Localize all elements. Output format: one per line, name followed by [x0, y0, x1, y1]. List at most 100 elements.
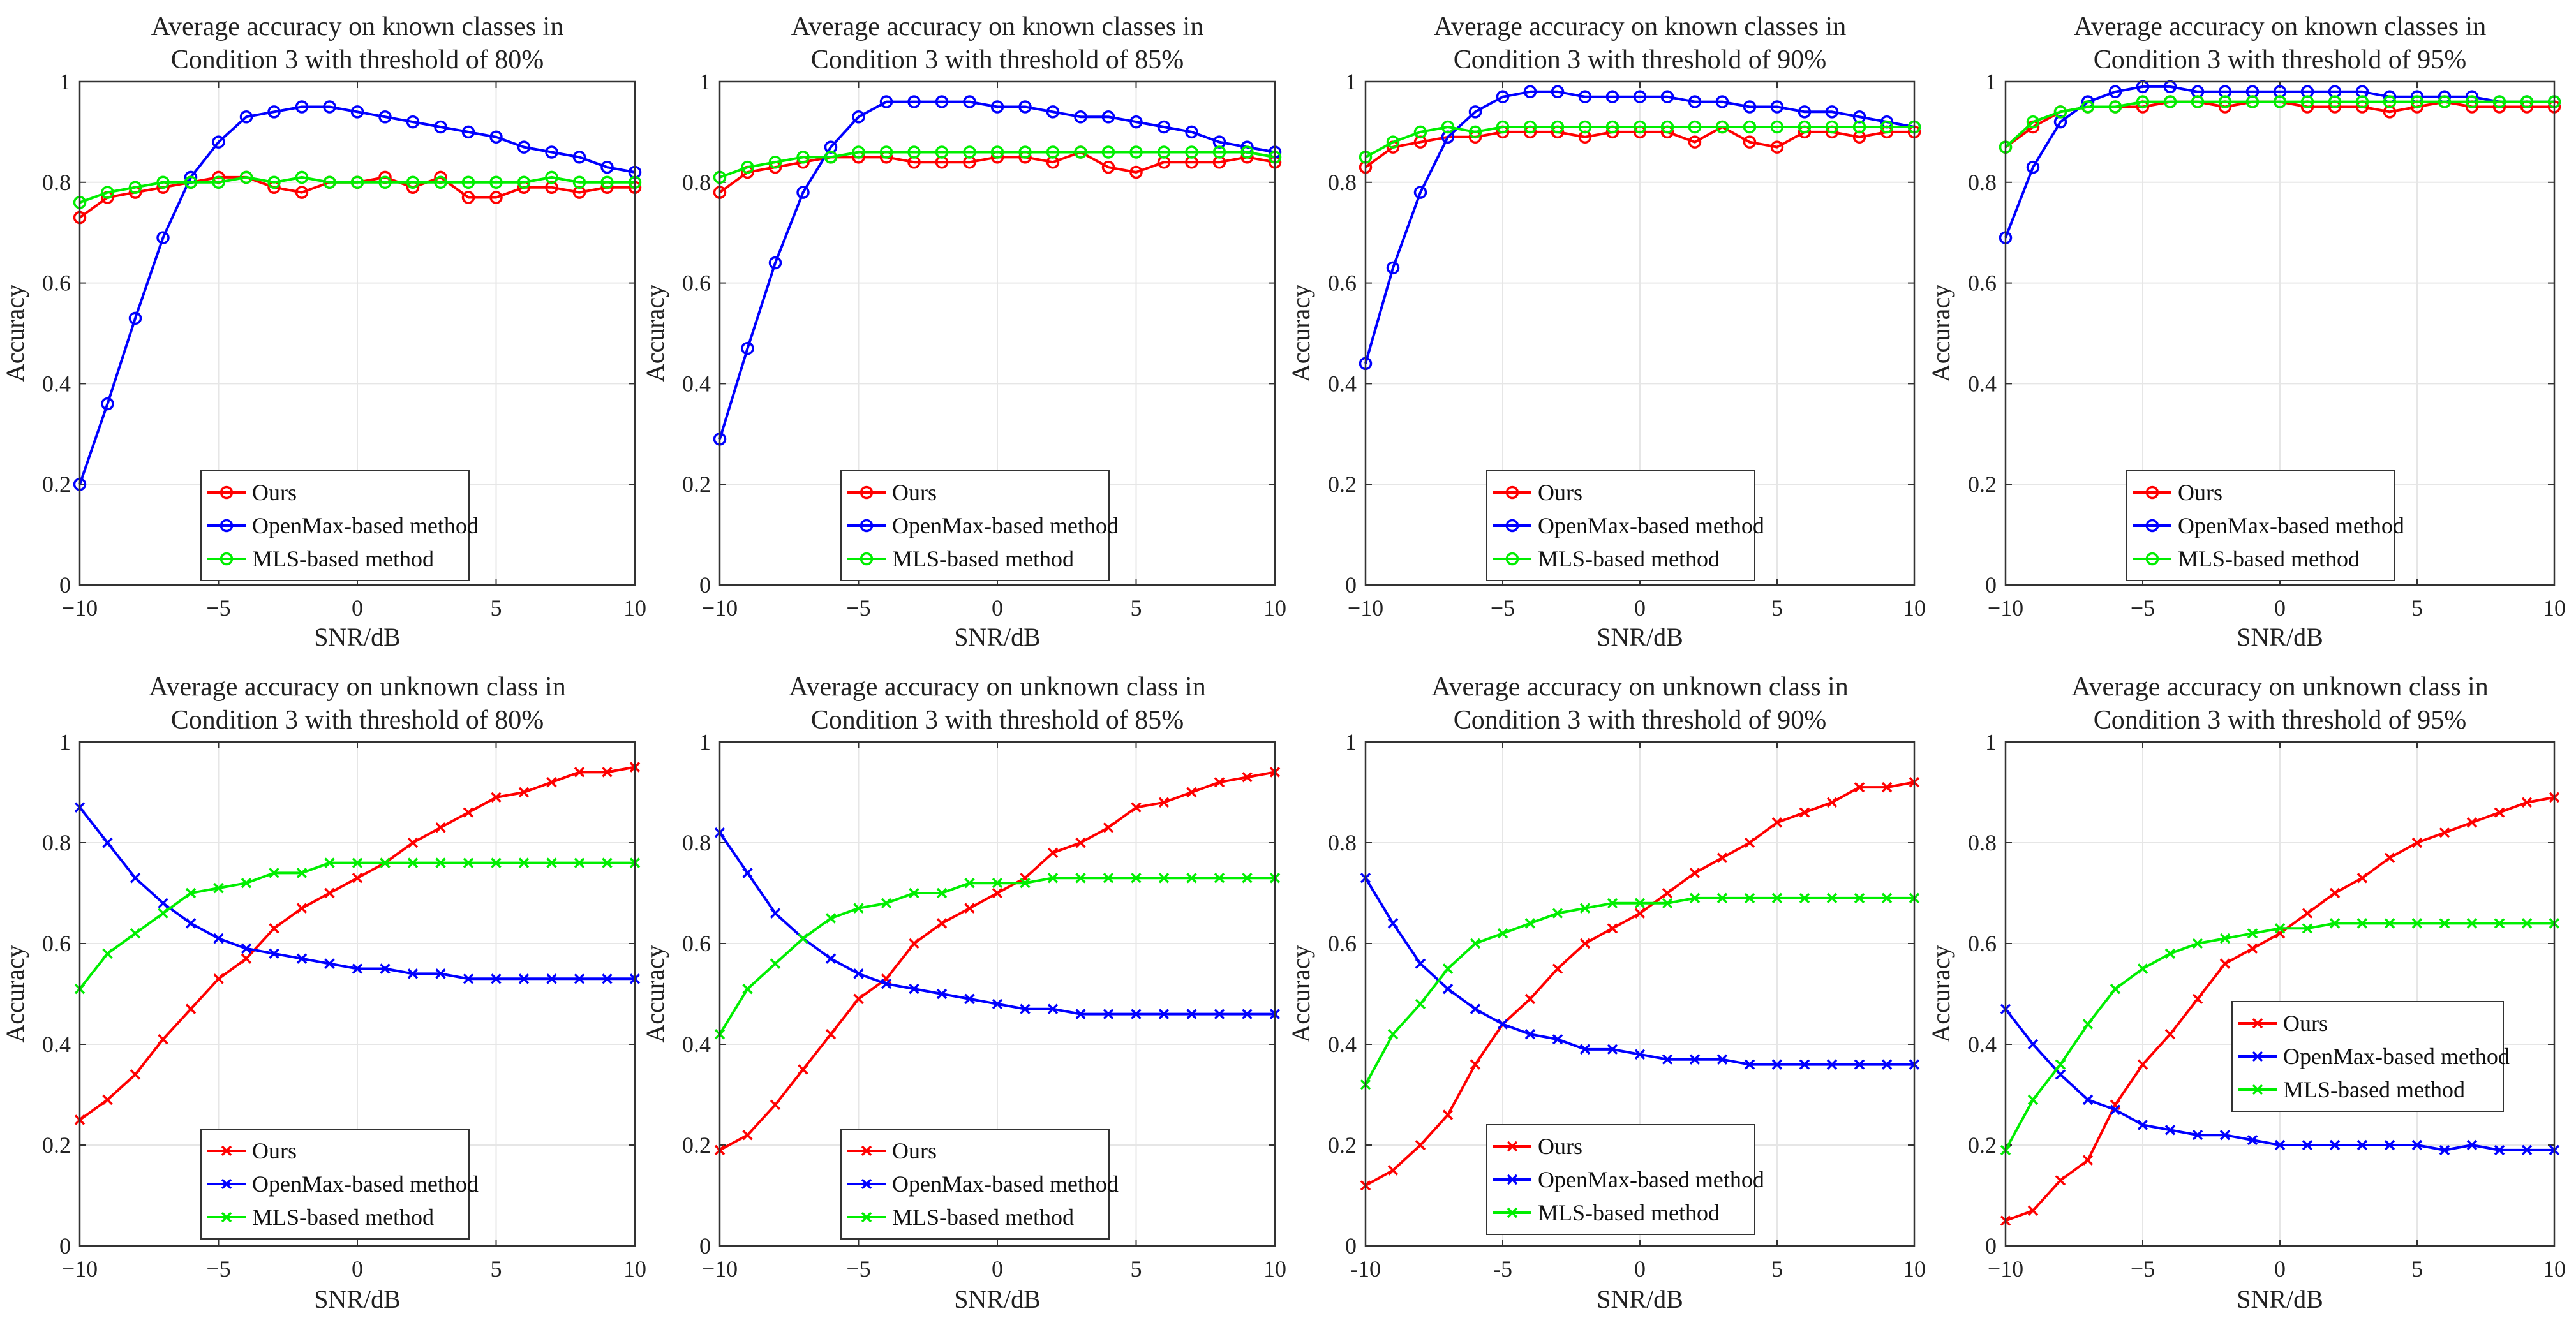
chart6-series-3 [714, 873, 1281, 1040]
chart7-series-2-point [1662, 1054, 1673, 1065]
chart7-xtick-label: 10 [1903, 1256, 1926, 1282]
chart1-legend-label: OpenMax-based method [252, 513, 479, 538]
chart3-ytick-label: 0.6 [1328, 270, 1357, 296]
chart7-series-1-point [1524, 993, 1536, 1005]
chart4-legend-label: OpenMax-based method [2178, 513, 2404, 538]
chart7-series-1-point [1716, 852, 1728, 863]
chart8-series-3-point [2082, 1019, 2094, 1030]
chart7: -10 -5 0 5 10 0 0.2 0.4 0.6 0.8 1 Average accuracy … [1286, 672, 1926, 1314]
chart7-legend-swatch-marker [1507, 1207, 1518, 1218]
chart2-series-3-point [879, 145, 893, 159]
chart5-series-2-point [463, 973, 474, 984]
chart5-xtick-label: 0 [352, 1256, 363, 1282]
chart5-series-3 [74, 857, 641, 995]
chart6-series-3-point [770, 958, 781, 969]
chart7-title-line-2: Condition 3 with threshold of 90% [1454, 706, 1826, 735]
chart5-legend-item-3: MLS-based method [207, 1204, 434, 1230]
chart3-series-2-point [1798, 105, 1812, 119]
chart8-series-2-point [2082, 1094, 2094, 1106]
chart3-series-3-point [1798, 120, 1812, 134]
chart1-series-1-point [489, 191, 503, 204]
chart5-series-1-point [269, 923, 279, 934]
chart6-series-2-point [742, 868, 753, 878]
chart8-series-1-point [2384, 852, 2395, 863]
chart2-series-3-point [768, 155, 782, 169]
chart1-series-2-point [434, 120, 447, 134]
chart1-legend-item-1: Ours [207, 480, 297, 505]
chart5-ytick-label: 0.8 [42, 830, 71, 855]
chart2-series-2-point [768, 256, 782, 270]
chart2-legend-swatch-marker [860, 519, 874, 533]
chart4-xtick-label: 5 [2411, 595, 2423, 621]
chart1-series-2-point [461, 125, 475, 139]
chart4-legend-label: Ours [2178, 480, 2222, 505]
chart2-ytick-label: 0.8 [682, 170, 711, 195]
chart1-title-line-1: Average accuracy on known classes in [151, 12, 563, 41]
chart4-series-3-point [2081, 100, 2095, 114]
chart8-legend-item-2: OpenMax-based method [2238, 1044, 2510, 1069]
chart1-series-2-point [323, 100, 336, 114]
chart7-axes-frame [1364, 741, 1916, 1247]
chart8-legend-label: Ours [2283, 1010, 2328, 1036]
chart2-series-2-point [741, 341, 754, 355]
chart5-legend-label: OpenMax-based method [252, 1171, 479, 1197]
chart3-series-1-point [1743, 135, 1757, 149]
chart6-series-2-point [1075, 1009, 1086, 1019]
chart7-series-1-point [1854, 781, 1865, 793]
chart8-ytick-label: 1 [1985, 729, 1997, 755]
chart7-series-2-point [1716, 1054, 1728, 1065]
chart8-series-1-point [2329, 887, 2341, 899]
chart8-legend-swatch-marker [2252, 1084, 2263, 1095]
chart7-ytick-label: 1 [1345, 729, 1357, 755]
chart7-series-3-point [1689, 892, 1701, 904]
chart8-axes-frame [2004, 741, 2556, 1247]
chart4-series-3-point [2465, 95, 2479, 108]
chart2-series-1-point [1129, 165, 1143, 179]
chart7-ytick-label: 0.6 [1328, 931, 1357, 956]
chart1-series-3-point [239, 170, 253, 184]
chart1-legend-label: Ours [252, 480, 297, 505]
chart1-legend-swatch-marker [220, 552, 234, 566]
chart8-series-3-point [2110, 983, 2121, 995]
chart8-legend-item-1: Ours [2238, 1010, 2328, 1036]
chart3-ytick-label: 0 [1345, 572, 1357, 598]
chart1-series-2-point [545, 145, 558, 159]
chart7-series-2-point [1579, 1044, 1591, 1055]
chart6-series-1-point [936, 918, 948, 929]
chart7-series-1-point [1442, 1109, 1454, 1120]
chart2-ytick-label: 0.6 [682, 270, 711, 296]
chart6-legend-label: MLS-based method [892, 1204, 1074, 1230]
chart1-legend-label: MLS-based method [252, 546, 434, 572]
chart2-series-2-point [1185, 125, 1198, 139]
chart5-series-2-point [407, 968, 419, 979]
chart8-ytick-label: 0.2 [1968, 1132, 1997, 1158]
chart3-series-3 [1359, 120, 1921, 164]
chart1-axes-frame [78, 80, 636, 586]
chart6-series-2-point [1020, 1003, 1031, 1014]
chart3-series-2-point [1413, 186, 1427, 199]
chart6-series-3-point [742, 983, 753, 995]
chart8-series-2-point [2137, 1120, 2148, 1130]
chart1-series-2-point [101, 397, 114, 411]
chart2-legend-swatch-marker [860, 485, 874, 500]
chart6-series-1-point [909, 938, 919, 949]
chart4-ytick-label: 0.2 [1968, 471, 1997, 497]
chart5-x-axis-label: SNR/dB [314, 1285, 401, 1314]
chart5: −10 −5 0 5 10 0 0.2 0.4 0.6 0.8 1 Average accuracy … [1, 672, 646, 1314]
chart5-series-2-point [352, 963, 363, 974]
chart4-series-2-point [2026, 160, 2040, 174]
chart6: −10 −5 0 5 10 0 0.2 0.4 0.6 0.8 1 Average accuracy … [641, 672, 1286, 1314]
chart5-series-3-point [102, 948, 113, 959]
chart3-ytick-label: 0.4 [1328, 371, 1357, 396]
chart4-series-3-point [2410, 95, 2424, 108]
chart2-series-3-point [1212, 145, 1226, 159]
chart3-series-3-point [1413, 125, 1427, 139]
chart3-series-2-point [1688, 95, 1702, 108]
chart3-series-2-point [1551, 85, 1565, 99]
chart8-series-1-point [2137, 1059, 2148, 1070]
chart5-legend: Ours OpenMax-based method MLS-based method [200, 1129, 479, 1240]
chart5-series-3-point [352, 857, 363, 868]
chart5-series-2-point [241, 943, 252, 954]
chart3-legend-label: MLS-based method [1538, 546, 1720, 572]
chart5-series-3-point [463, 857, 474, 868]
